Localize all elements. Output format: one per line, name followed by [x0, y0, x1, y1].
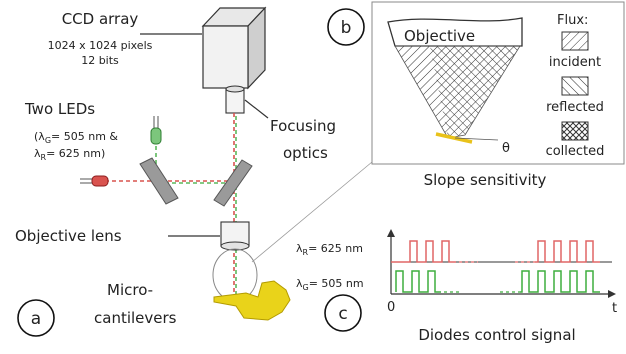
focusing-optics: [225, 85, 245, 114]
legend-collected-swatch: [561, 121, 589, 141]
theta-label: θ: [502, 141, 510, 156]
red-pulse-train-1: [391, 240, 456, 263]
cantilever-chip: [213, 280, 291, 321]
ccd-camera: [201, 6, 267, 90]
c-lambda-g-label: λG= 505 nm: [296, 277, 364, 292]
micro-label-1: Micro-: [107, 281, 153, 299]
panel-b-objective-label: Objective: [404, 27, 475, 45]
micro-label-2: cantilevers: [94, 309, 177, 327]
c-y-arrow: [387, 229, 395, 237]
c-t-label: t: [612, 301, 617, 316]
ccd-bits: 12 bits: [81, 54, 119, 67]
legend-collected-label: collected: [546, 144, 605, 159]
legend-reflected-label: reflected: [546, 100, 604, 115]
panel-b-objective: [387, 17, 523, 47]
focusing-label-2: optics: [283, 144, 328, 162]
legend-incident-swatch: [561, 31, 589, 51]
green-pulse-train-1: [395, 270, 441, 293]
panel-b-cantilever: [435, 132, 473, 144]
ccd-title: CCD array: [62, 10, 139, 28]
focusing-leader-line: [244, 99, 269, 119]
c-lambda-r-label: λR= 625 nm: [296, 242, 363, 257]
objective-lens-label: Objective lens: [15, 227, 122, 245]
red-led: [80, 175, 109, 187]
objective-lens: [220, 221, 250, 251]
panel-c: λR= 625 nm λG= 505 nm 0 t: [296, 229, 617, 316]
green-pulse-train-2: [520, 270, 600, 293]
ccd-resolution: 1024 x 1024 pixels: [48, 39, 153, 52]
flux-title: Flux:: [557, 13, 588, 28]
panel-c-caption: Diodes control signal: [418, 326, 575, 344]
leds-title: Two LEDs: [24, 100, 95, 118]
leds-green-wavelength: (λG= 505 nm &: [34, 130, 118, 145]
panel-b-caption: Slope sensitivity: [424, 171, 547, 189]
dichroic-mirror-left: [139, 157, 179, 205]
red-pulse-train-2: [535, 240, 600, 263]
svg-text:b: b: [341, 18, 352, 38]
svg-text:c: c: [338, 304, 347, 324]
green-led: [150, 116, 162, 145]
panel-b-marker: b: [327, 8, 365, 46]
c-origin-label: 0: [387, 300, 395, 315]
beam-focus-envelope: [212, 248, 258, 302]
focusing-label-1: Focusing: [270, 117, 336, 135]
leds-red-wavelength: λR= 625 nm): [34, 147, 105, 162]
panel-a-marker: a: [17, 299, 55, 337]
horizontal-beam: [105, 180, 235, 184]
beam-splitter-right: [213, 159, 253, 207]
vertical-beam: [233, 113, 237, 300]
svg-text:a: a: [31, 309, 41, 329]
panel-c-marker: c: [324, 294, 362, 332]
legend-incident-label: incident: [549, 55, 601, 70]
legend-reflected-swatch: [561, 76, 589, 96]
zoom-connector-1: [251, 161, 373, 263]
slope-reference-line: [454, 137, 499, 141]
panel-b: Objective θ Flux: incident reflected col…: [371, 1, 625, 165]
c-x-arrow: [608, 290, 616, 298]
flux-cone-outline: [394, 45, 521, 139]
